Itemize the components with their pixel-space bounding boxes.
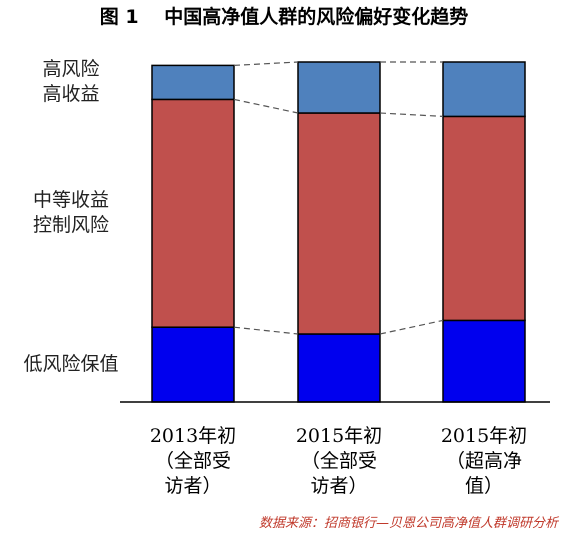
- category-label-line: （全部受: [154, 450, 231, 472]
- source-note: 数据来源：招商银行—贝恩公司高净值人群调研分析: [258, 516, 558, 531]
- connector-line: [233, 61, 299, 66]
- category-label-line: （全部受: [300, 450, 377, 472]
- bar-segment: [442, 319, 526, 403]
- bar-segment: [151, 98, 235, 328]
- connector-line: [379, 319, 444, 335]
- series-label-line: 中等收益: [32, 189, 109, 212]
- series-label-line: 高收益: [42, 83, 100, 106]
- bar-segment: [151, 326, 235, 403]
- chart-title: 图 1 中国高净值人群的风险偏好变化趋势: [99, 6, 469, 28]
- series-label-line: 控制风险: [32, 214, 109, 237]
- category-label-line: 2013年初: [149, 425, 237, 447]
- series-label: 中等收益 控制风险: [0, 188, 142, 238]
- series-label: 高风险 高收益: [0, 57, 142, 107]
- category-label: 2015年初 （超高净值）: [419, 424, 549, 499]
- category-label-line: 访者）: [164, 475, 222, 497]
- bar-segment: [442, 115, 526, 322]
- bar-segment: [151, 64, 235, 101]
- bar-segment: [297, 333, 381, 403]
- bar-segment: [297, 61, 381, 114]
- connector-line: [233, 98, 299, 114]
- category-label-line: （超高净: [445, 450, 522, 472]
- category-label-line: 访者）: [310, 475, 368, 497]
- category-label: 2015年初 （全部受访者）: [274, 424, 404, 499]
- series-label: 低风险保值: [0, 352, 142, 377]
- connector-line: [379, 112, 444, 117]
- category-label: 2013年初 （全部受访者）: [128, 424, 258, 499]
- category-label-line: 值）: [464, 475, 503, 497]
- category-label-line: 2015年初: [295, 425, 383, 447]
- series-label-line: 高风险: [42, 58, 100, 81]
- series-label-line: 低风险保值: [23, 353, 119, 376]
- bar-segment: [297, 112, 381, 335]
- category-label-line: 2015年初: [440, 425, 528, 447]
- connector-line: [233, 326, 299, 335]
- bar-segment: [442, 61, 526, 118]
